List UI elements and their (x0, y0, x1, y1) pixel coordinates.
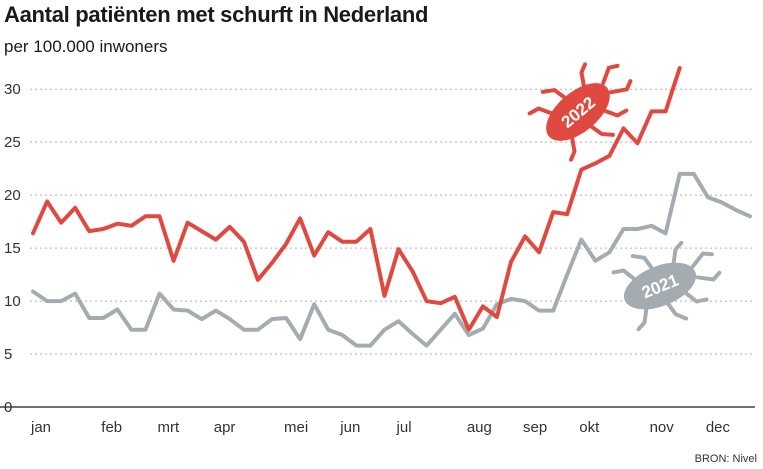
bug-leg (630, 254, 657, 274)
x-tick-label-jul: jul (396, 419, 412, 436)
series-line-2022 (31, 66, 682, 332)
chart-subtitle: per 100.000 inwoners (4, 37, 168, 56)
x-tick-label-aug: aug (467, 419, 492, 436)
bug-antenna (608, 79, 633, 95)
x-tick-label-sep: sep (523, 419, 547, 436)
x-tick-label-okt: okt (579, 419, 600, 436)
bug-leg (540, 88, 570, 102)
bug-leg (527, 106, 556, 117)
bug-leg (579, 62, 588, 91)
y-tick-label: 5 (4, 346, 12, 363)
bug-body (546, 83, 610, 141)
bug-leg (568, 133, 577, 162)
y-tick-label: 0 (4, 399, 12, 416)
bug-leg (671, 240, 684, 268)
y-tick-label: 10 (4, 293, 21, 310)
series-badge-2021: 2021 (611, 240, 722, 332)
x-tick-label-mei: mei (284, 419, 308, 436)
x-tick-label-feb: feb (101, 419, 122, 436)
badge-layer: 2022 2021 (527, 62, 722, 332)
bug-leg (586, 122, 615, 137)
bug-leg (611, 268, 639, 283)
y-tick-label: 30 (4, 81, 21, 98)
series-layer (31, 66, 752, 348)
series-line-2021 (31, 171, 752, 348)
x-tick-label-apr: apr (214, 419, 236, 436)
series-badge-2022: 2022 (527, 62, 633, 162)
bug-body (623, 262, 697, 310)
y-tick-label: 15 (4, 240, 21, 257)
x-tick-label-mrt: mrt (158, 419, 180, 436)
x-axis: jan feb mrt apr mei jun jul aug sep okt nov dec (30, 419, 731, 436)
y-tick-label: 20 (4, 187, 21, 204)
x-tick-label-dec: dec (706, 419, 731, 436)
bug-antenna (690, 251, 714, 269)
bug-leg (636, 304, 649, 332)
bug-antenna (601, 63, 620, 85)
bug-antenna (695, 270, 722, 282)
chart-title: Aantal patiënten met schurft in Nederlan… (4, 2, 429, 27)
bug-leg (663, 298, 689, 321)
y-tick-label: 25 (4, 134, 21, 151)
x-tick-label-jun: jun (339, 419, 360, 436)
chart-source: BRON: Nivel (694, 453, 757, 465)
grid-layer: 0 5 10 15 20 25 30 (0, 81, 755, 416)
bug-leg (600, 107, 629, 118)
x-tick-label-nov: nov (650, 419, 675, 436)
x-tick-label-jan: jan (30, 419, 51, 436)
bug-leg (681, 289, 709, 304)
